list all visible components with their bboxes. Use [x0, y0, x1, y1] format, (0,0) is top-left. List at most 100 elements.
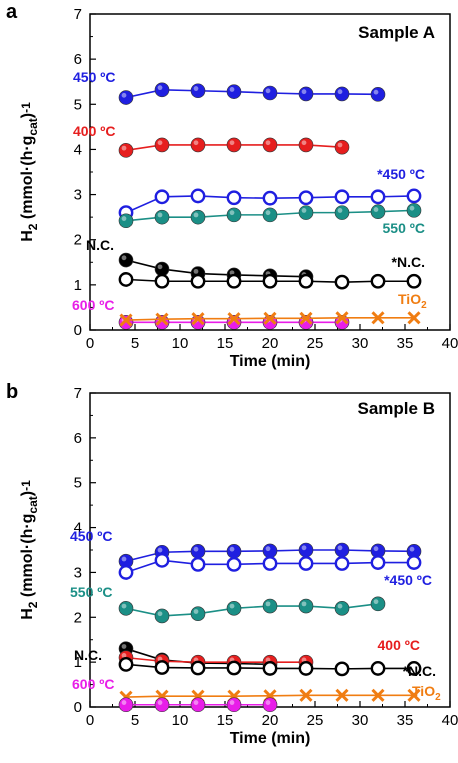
data-point-highlight — [229, 210, 235, 216]
data-point — [154, 82, 170, 98]
data-point — [118, 315, 134, 330]
y-axis-title-part: cat — [26, 118, 40, 135]
x-tick-label: 10 — [172, 335, 189, 352]
data-point — [262, 661, 278, 676]
data-point — [262, 697, 278, 713]
data-point — [191, 312, 205, 326]
data-point — [370, 661, 386, 676]
series-label: 550 ºC — [70, 584, 112, 600]
panel-letter: b — [6, 381, 18, 403]
y-axis-title-part: H — [19, 608, 36, 620]
data-point-highlight — [121, 216, 127, 221]
x-tick-label: 25 — [307, 712, 324, 729]
data-point — [299, 311, 313, 325]
data-point — [154, 137, 170, 153]
x-tick-label: 0 — [86, 335, 94, 352]
data-point-highlight — [337, 603, 343, 609]
y-axis-title-part: cat — [26, 496, 40, 513]
data-point — [298, 273, 314, 289]
data-point-highlight — [121, 653, 127, 658]
series-n-c: *N.C. — [118, 656, 436, 679]
y-axis-title-part: -1 — [19, 480, 33, 491]
data-point — [226, 190, 242, 206]
x-tick-label: 30 — [352, 335, 369, 352]
data-point — [226, 84, 242, 99]
x-tick-label: 25 — [307, 335, 324, 352]
series-550-c: 550 ºC — [118, 203, 425, 236]
series-n-c: *N.C. — [118, 254, 425, 290]
data-point — [118, 601, 134, 616]
data-point — [190, 209, 206, 225]
data-point-highlight — [121, 700, 127, 705]
data-point — [370, 555, 386, 570]
y-tick-label: 2 — [74, 609, 82, 626]
data-point — [406, 273, 422, 289]
data-point — [334, 601, 350, 616]
data-point — [227, 312, 241, 326]
series-label: 400 ºC — [378, 637, 420, 653]
y-tick-label: 2 — [74, 232, 82, 249]
series-400-c: 400 ºC — [73, 123, 350, 158]
data-point — [118, 272, 134, 287]
data-point — [154, 273, 170, 289]
y-axis-title-part: (mmol·(h·g — [19, 514, 36, 602]
data-point — [370, 189, 386, 205]
x-tick-label: 35 — [397, 712, 414, 729]
data-point-highlight — [265, 700, 271, 705]
series-label: 600 ºC — [72, 297, 114, 313]
data-point-highlight — [301, 208, 307, 213]
series-tio2: TiO2 — [119, 683, 441, 704]
data-point — [298, 205, 314, 220]
data-point — [190, 188, 206, 204]
data-point — [190, 606, 206, 621]
data-point — [226, 660, 242, 676]
data-point-highlight — [229, 603, 235, 609]
data-point — [370, 204, 386, 220]
y-tick-label: 3 — [74, 564, 82, 581]
data-point-highlight — [121, 644, 127, 649]
x-tick-label: 5 — [131, 335, 139, 352]
data-point — [371, 688, 385, 702]
data-point — [335, 688, 349, 702]
series-label: N.C. — [86, 237, 114, 253]
data-point — [190, 544, 206, 559]
y-axis-title: H2 (mmol·(h·gcat)-1 — [19, 480, 40, 620]
data-point — [371, 311, 385, 325]
data-point-highlight — [337, 545, 343, 551]
data-point — [226, 273, 242, 289]
data-point — [262, 543, 278, 559]
data-point — [334, 315, 350, 330]
data-point-highlight — [337, 208, 343, 213]
series-label: 400 ºC — [73, 123, 115, 139]
data-point-highlight — [157, 611, 163, 617]
series-label: TiO2 — [412, 683, 441, 703]
series-450-c: *450 ºC — [118, 166, 425, 221]
data-point-highlight — [301, 89, 307, 95]
data-point-highlight — [301, 140, 307, 146]
data-point — [370, 273, 386, 289]
data-point — [262, 273, 278, 289]
data-point — [298, 542, 314, 558]
data-point — [263, 311, 277, 325]
data-point — [190, 137, 206, 153]
series-label: TiO2 — [398, 291, 427, 311]
data-point-highlight — [409, 205, 415, 211]
data-point — [298, 598, 314, 614]
data-point-highlight — [301, 601, 307, 607]
data-point — [118, 565, 134, 580]
y-tick-label: 5 — [74, 475, 82, 492]
data-point-highlight — [157, 212, 163, 218]
series-label: 600 ºC — [72, 676, 114, 692]
data-point — [299, 688, 313, 702]
series-550-c: 550 ºC — [70, 584, 386, 624]
y-axis-title-part: ) — [19, 491, 36, 496]
data-point-highlight — [265, 546, 271, 552]
x-tick-label: 0 — [86, 712, 94, 729]
data-point — [190, 660, 206, 676]
y-tick-label: 1 — [74, 654, 82, 671]
x-tick-label: 15 — [217, 712, 234, 729]
data-point-highlight — [301, 545, 307, 551]
series-450-c: 450 ºC — [73, 69, 386, 105]
